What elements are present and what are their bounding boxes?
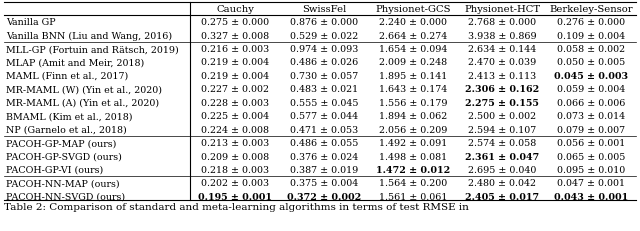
- Text: 0.471 ± 0.053: 0.471 ± 0.053: [290, 125, 358, 134]
- Text: 0.376 ± 0.024: 0.376 ± 0.024: [290, 152, 358, 161]
- Text: 0.486 ± 0.055: 0.486 ± 0.055: [290, 138, 358, 147]
- Text: 0.276 ± 0.000: 0.276 ± 0.000: [557, 18, 625, 27]
- Text: 0.043 ± 0.001: 0.043 ± 0.001: [554, 192, 628, 201]
- Text: 2.500 ± 0.002: 2.500 ± 0.002: [468, 112, 536, 121]
- Text: 0.050 ± 0.005: 0.050 ± 0.005: [557, 58, 625, 67]
- Text: 0.059 ± 0.004: 0.059 ± 0.004: [557, 85, 625, 94]
- Text: PACOH-GP-SVGD (ours): PACOH-GP-SVGD (ours): [6, 152, 122, 161]
- Text: 2.306 ± 0.162: 2.306 ± 0.162: [465, 85, 540, 94]
- Text: 2.594 ± 0.107: 2.594 ± 0.107: [468, 125, 536, 134]
- Text: 0.058 ± 0.002: 0.058 ± 0.002: [557, 45, 625, 54]
- Text: 0.202 ± 0.003: 0.202 ± 0.003: [201, 179, 269, 188]
- Text: 0.047 ± 0.001: 0.047 ± 0.001: [557, 179, 625, 188]
- Text: NP (Garnelo et al., 2018): NP (Garnelo et al., 2018): [6, 125, 127, 134]
- Text: 1.556 ± 0.179: 1.556 ± 0.179: [379, 98, 447, 107]
- Text: 0.218 ± 0.003: 0.218 ± 0.003: [201, 165, 269, 174]
- Text: 0.219 ± 0.004: 0.219 ± 0.004: [201, 72, 269, 81]
- Text: 2.009 ± 0.248: 2.009 ± 0.248: [379, 58, 447, 67]
- Text: SwissFel: SwissFel: [302, 5, 346, 14]
- Text: Table 2: Comparison of standard and meta-learning algorithms in terms of test RM: Table 2: Comparison of standard and meta…: [4, 202, 469, 211]
- Text: 0.486 ± 0.026: 0.486 ± 0.026: [290, 58, 358, 67]
- Text: 1.654 ± 0.094: 1.654 ± 0.094: [379, 45, 447, 54]
- Text: 2.664 ± 0.274: 2.664 ± 0.274: [379, 31, 447, 40]
- Text: PACOH-GP-MAP (ours): PACOH-GP-MAP (ours): [6, 138, 117, 147]
- Text: BMAML (Kim et al., 2018): BMAML (Kim et al., 2018): [6, 112, 133, 121]
- Text: Vanilla BNN (Liu and Wang, 2016): Vanilla BNN (Liu and Wang, 2016): [6, 31, 173, 40]
- Text: 2.413 ± 0.113: 2.413 ± 0.113: [468, 72, 536, 81]
- Text: 0.387 ± 0.019: 0.387 ± 0.019: [290, 165, 358, 174]
- Text: 0.227 ± 0.002: 0.227 ± 0.002: [201, 85, 269, 94]
- Text: MR-MAML (A) (Yin et al., 2020): MR-MAML (A) (Yin et al., 2020): [6, 98, 159, 107]
- Text: 0.109 ± 0.004: 0.109 ± 0.004: [557, 31, 625, 40]
- Text: Vanilla GP: Vanilla GP: [6, 18, 56, 27]
- Text: 1.895 ± 0.141: 1.895 ± 0.141: [379, 72, 447, 81]
- Text: Cauchy: Cauchy: [216, 5, 254, 14]
- Text: 2.405 ± 0.017: 2.405 ± 0.017: [465, 192, 540, 201]
- Text: 1.498 ± 0.081: 1.498 ± 0.081: [379, 152, 447, 161]
- Text: 0.219 ± 0.004: 0.219 ± 0.004: [201, 58, 269, 67]
- Text: 0.228 ± 0.003: 0.228 ± 0.003: [201, 98, 269, 107]
- Text: 2.240 ± 0.000: 2.240 ± 0.000: [380, 18, 447, 27]
- Text: Physionet-HCT: Physionet-HCT: [464, 5, 540, 14]
- Text: 0.577 ± 0.044: 0.577 ± 0.044: [290, 112, 358, 121]
- Text: 0.225 ± 0.004: 0.225 ± 0.004: [201, 112, 269, 121]
- Text: 0.372 ± 0.002: 0.372 ± 0.002: [287, 192, 361, 201]
- Text: 0.876 ± 0.000: 0.876 ± 0.000: [290, 18, 358, 27]
- Text: 0.216 ± 0.003: 0.216 ± 0.003: [201, 45, 269, 54]
- Text: 1.564 ± 0.200: 1.564 ± 0.200: [379, 179, 447, 188]
- Text: 0.974 ± 0.093: 0.974 ± 0.093: [290, 45, 358, 54]
- Text: 0.555 ± 0.045: 0.555 ± 0.045: [290, 98, 358, 107]
- Text: Berkeley-Sensor: Berkeley-Sensor: [550, 5, 633, 14]
- Text: 0.224 ± 0.008: 0.224 ± 0.008: [201, 125, 269, 134]
- Text: 2.470 ± 0.039: 2.470 ± 0.039: [468, 58, 536, 67]
- Text: 0.275 ± 0.000: 0.275 ± 0.000: [201, 18, 269, 27]
- Text: 0.065 ± 0.005: 0.065 ± 0.005: [557, 152, 626, 161]
- Text: 0.375 ± 0.004: 0.375 ± 0.004: [290, 179, 358, 188]
- Text: 1.472 ± 0.012: 1.472 ± 0.012: [376, 165, 451, 174]
- Text: 3.938 ± 0.869: 3.938 ± 0.869: [468, 31, 537, 40]
- Text: 0.073 ± 0.014: 0.073 ± 0.014: [557, 112, 625, 121]
- Text: PACOH-NN-MAP (ours): PACOH-NN-MAP (ours): [6, 179, 120, 188]
- Text: 1.643 ± 0.174: 1.643 ± 0.174: [379, 85, 447, 94]
- Text: 2.768 ± 0.000: 2.768 ± 0.000: [468, 18, 536, 27]
- Text: Physionet-GCS: Physionet-GCS: [376, 5, 451, 14]
- Text: PACOH-GP-VI (ours): PACOH-GP-VI (ours): [6, 165, 104, 174]
- Text: 0.056 ± 0.001: 0.056 ± 0.001: [557, 138, 625, 147]
- Text: MLAP (Amit and Meir, 2018): MLAP (Amit and Meir, 2018): [6, 58, 145, 67]
- Text: MR-MAML (W) (Yin et al., 2020): MR-MAML (W) (Yin et al., 2020): [6, 85, 163, 94]
- Text: 1.561 ± 0.061: 1.561 ± 0.061: [379, 192, 447, 201]
- Text: 0.066 ± 0.006: 0.066 ± 0.006: [557, 98, 626, 107]
- Text: 0.095 ± 0.010: 0.095 ± 0.010: [557, 165, 625, 174]
- Text: 1.492 ± 0.091: 1.492 ± 0.091: [379, 138, 447, 147]
- Text: 2.056 ± 0.209: 2.056 ± 0.209: [379, 125, 447, 134]
- Text: 2.480 ± 0.042: 2.480 ± 0.042: [468, 179, 536, 188]
- Text: 2.275 ± 0.155: 2.275 ± 0.155: [465, 98, 540, 107]
- Text: 0.730 ± 0.057: 0.730 ± 0.057: [290, 72, 358, 81]
- Text: 2.634 ± 0.144: 2.634 ± 0.144: [468, 45, 536, 54]
- Text: 0.209 ± 0.008: 0.209 ± 0.008: [201, 152, 269, 161]
- Text: 0.213 ± 0.003: 0.213 ± 0.003: [201, 138, 269, 147]
- Text: 0.483 ± 0.021: 0.483 ± 0.021: [290, 85, 358, 94]
- Text: 1.894 ± 0.062: 1.894 ± 0.062: [379, 112, 447, 121]
- Text: 0.327 ± 0.008: 0.327 ± 0.008: [201, 31, 269, 40]
- Text: 2.695 ± 0.040: 2.695 ± 0.040: [468, 165, 536, 174]
- Text: 0.529 ± 0.022: 0.529 ± 0.022: [290, 31, 358, 40]
- Text: 0.045 ± 0.003: 0.045 ± 0.003: [554, 72, 628, 81]
- Text: 0.195 ± 0.001: 0.195 ± 0.001: [198, 192, 272, 201]
- Text: 2.574 ± 0.058: 2.574 ± 0.058: [468, 138, 536, 147]
- Text: MAML (Finn et al., 2017): MAML (Finn et al., 2017): [6, 72, 129, 81]
- Text: PACOH-NN-SVGD (ours): PACOH-NN-SVGD (ours): [6, 192, 125, 201]
- Text: 0.079 ± 0.007: 0.079 ± 0.007: [557, 125, 625, 134]
- Text: MLL-GP (Fortuin and Rätsch, 2019): MLL-GP (Fortuin and Rätsch, 2019): [6, 45, 179, 54]
- Text: 2.361 ± 0.047: 2.361 ± 0.047: [465, 152, 540, 161]
